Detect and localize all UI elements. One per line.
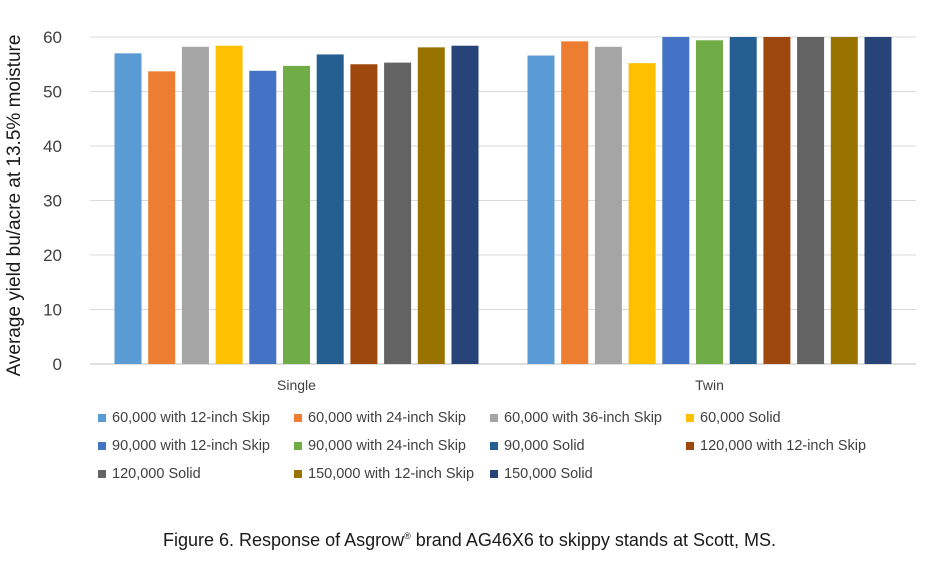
legend-swatch	[98, 414, 106, 422]
legend-item: 90,000 Solid	[490, 434, 686, 458]
legend-swatch	[490, 470, 498, 478]
legend-swatch	[490, 442, 498, 450]
legend-swatch	[490, 414, 498, 422]
legend-item: 60,000 with 12-inch Skip	[98, 406, 294, 430]
bar	[249, 70, 277, 364]
y-tick-label: 20	[43, 246, 62, 265]
x-tick-label: Twin	[695, 377, 724, 393]
legend-swatch	[686, 442, 694, 450]
legend-item: 60,000 Solid	[686, 406, 898, 430]
bar	[797, 37, 825, 364]
legend-item: 90,000 with 12-inch Skip	[98, 434, 294, 458]
legend-item: 60,000 with 24-inch Skip	[294, 406, 490, 430]
bar	[316, 54, 344, 364]
figure-caption: Figure 6. Response of Asgrow® brand AG46…	[0, 530, 939, 551]
legend-label: 60,000 with 24-inch Skip	[308, 410, 466, 426]
y-axis-label: Average yield bu/acre at 13.5% moisture	[4, 35, 25, 377]
bar	[417, 47, 445, 364]
legend-swatch	[98, 470, 106, 478]
legend-item: 60,000 with 36-inch Skip	[490, 406, 686, 430]
legend-label: 90,000 with 12-inch Skip	[112, 438, 270, 454]
y-tick-label: 50	[43, 83, 62, 102]
bar	[864, 37, 892, 364]
y-tick-label: 30	[43, 192, 62, 211]
bar	[384, 62, 412, 365]
bar	[696, 40, 723, 365]
legend-swatch	[686, 414, 694, 422]
bar	[350, 64, 378, 364]
bar	[830, 37, 858, 364]
bar	[561, 41, 589, 365]
legend-swatch	[294, 442, 302, 450]
bar	[114, 53, 142, 364]
y-tick-label: 60	[43, 28, 62, 47]
y-tick-label: 0	[53, 355, 62, 374]
caption-prefix: Figure 6. Response of Asgrow	[163, 530, 405, 550]
bar	[148, 71, 176, 365]
bar	[451, 45, 479, 364]
bar	[527, 55, 555, 364]
legend-item: 120,000 with 12-inch Skip	[686, 434, 898, 458]
legend-item: 150,000 with 12-inch Skip	[294, 462, 490, 486]
legend-label: 60,000 with 12-inch Skip	[112, 410, 270, 426]
bar	[729, 37, 757, 364]
legend-label: 60,000 Solid	[700, 410, 781, 426]
legend-item: 150,000 Solid	[490, 462, 686, 486]
bar	[215, 45, 243, 364]
legend-label: 120,000 Solid	[112, 466, 201, 482]
legend-label: 90,000 Solid	[504, 438, 585, 454]
legend-item: 90,000 with 24-inch Skip	[294, 434, 490, 458]
legend-swatch	[294, 470, 302, 478]
legend-item: 120,000 Solid	[98, 462, 294, 486]
y-tick-label: 40	[43, 137, 62, 156]
legend-swatch	[98, 442, 106, 450]
registered-mark: ®	[404, 531, 411, 541]
bar	[283, 65, 310, 364]
legend-label: 150,000 with 12-inch Skip	[308, 466, 475, 482]
x-tick-label: Single	[277, 377, 316, 393]
bar	[763, 37, 791, 364]
bar	[181, 46, 209, 365]
bar	[628, 63, 656, 364]
legend-label: 60,000 with 36-inch Skip	[504, 410, 662, 426]
legend-label: 120,000 with 12-inch Skip	[700, 438, 867, 454]
legend-label: 90,000 with 24-inch Skip	[308, 438, 466, 454]
caption-suffix: brand AG46X6 to skippy stands at Scott, …	[410, 530, 776, 550]
y-tick-label: 10	[43, 301, 62, 320]
bar-chart: 0 10 20 30 40 50 60 Average yield bu/acre at 13…	[4, 28, 916, 393]
bar	[594, 46, 622, 365]
legend-label: 150,000 Solid	[504, 466, 593, 482]
legend-swatch	[294, 414, 302, 422]
bar	[662, 37, 690, 364]
